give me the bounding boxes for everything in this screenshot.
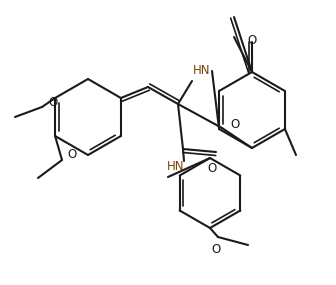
Text: HN: HN [193, 64, 211, 78]
Text: O: O [67, 148, 76, 162]
Text: O: O [247, 34, 257, 46]
Text: O: O [230, 117, 239, 131]
Text: HN: HN [167, 160, 185, 174]
Text: O: O [211, 243, 221, 256]
Text: O: O [207, 162, 217, 175]
Text: O: O [48, 97, 57, 109]
